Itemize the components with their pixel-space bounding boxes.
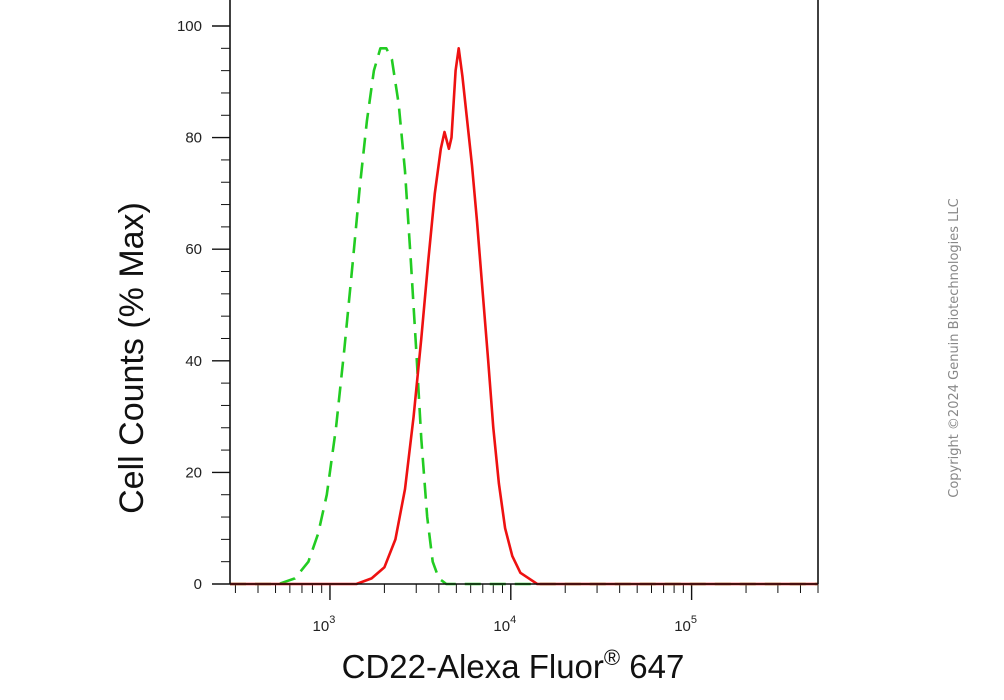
plot-frame — [229, 0, 819, 585]
series-line-solid — [230, 47, 818, 586]
x-axis-title-main: CD22-Alexa Fluor — [342, 648, 604, 685]
x-tick-exponent: 5 — [691, 614, 697, 626]
y-tick-label: 80 — [185, 130, 202, 147]
x-axis-title-suffix: 647 — [620, 648, 684, 685]
x-axis-ticks: 103 104 105 — [234, 584, 819, 635]
y-tick-label: 60 — [185, 241, 202, 258]
x-tick-base: 10 — [493, 618, 510, 635]
x-axis-title-registered: ® — [604, 645, 620, 670]
y-tick-label: 20 — [185, 464, 202, 481]
x-tick-label: 105 — [674, 614, 697, 635]
x-tick-label: 104 — [493, 614, 516, 635]
y-axis-ticks: 0 20 40 60 80 100 — [177, 18, 230, 593]
series-line-dashed — [230, 47, 818, 586]
x-axis-title: CD22-Alexa Fluor® 647 — [342, 645, 685, 685]
y-tick-label: 40 — [185, 353, 202, 370]
x-tick-base: 10 — [313, 618, 330, 635]
y-tick-label: 0 — [194, 576, 202, 593]
y-axis-title: Cell Counts (% Max) — [113, 202, 151, 514]
x-tick-exponent: 3 — [329, 614, 335, 626]
y-tick-label: 100 — [177, 18, 202, 35]
series-layer — [230, 47, 818, 586]
copyright-text: Copyright ©2024 Genuin Biotechnologies L… — [947, 198, 962, 497]
x-tick-base: 10 — [674, 618, 691, 635]
x-tick-label: 103 — [313, 614, 336, 635]
x-tick-exponent: 4 — [510, 614, 516, 626]
